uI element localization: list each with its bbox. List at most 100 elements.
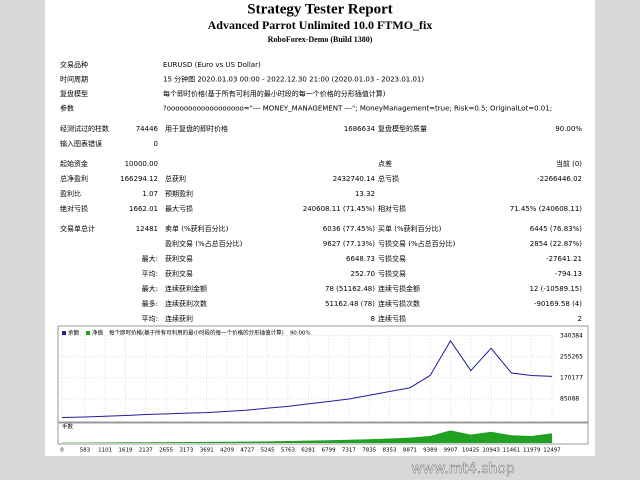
info-label: 时间周期: [60, 75, 88, 84]
stat-value: 12 (-10589.15): [529, 285, 582, 293]
y-tick-label: 85088: [560, 395, 579, 402]
y-tick-label: 255265: [560, 353, 583, 360]
info-label: 参数: [60, 104, 74, 113]
x-tick-label: 4209: [220, 448, 234, 454]
x-tick-label: 12497: [543, 448, 561, 454]
x-tick-label: 5245: [261, 448, 275, 454]
x-tick-label: 0: [60, 448, 64, 454]
chart-frame: [57, 325, 589, 423]
info-value: EURUSD (Euro vs US Dollar): [163, 61, 261, 69]
x-tick-label: 3691: [200, 448, 214, 454]
info-label: 复盘模型: [60, 89, 88, 98]
stat-value: 10000.00: [125, 160, 158, 168]
stat-label: 最大亏损: [165, 204, 193, 213]
stat-value: 240608.11 (71.45%): [303, 205, 376, 213]
stat-label: 亏损交易: [378, 269, 406, 278]
stat-label: 卖单 (%获利百分比): [165, 224, 229, 233]
balance-line: [61, 339, 553, 419]
stat-value: -27641.21: [546, 255, 582, 263]
stat-value: -794.13: [555, 270, 582, 278]
row-prefix: 最多:: [142, 299, 158, 308]
info-label: 交易品种: [60, 60, 88, 69]
report-title: Strategy Tester Report: [247, 1, 393, 17]
stat-label: 连续亏损: [378, 314, 406, 323]
stat-label: 用于复盘的即时价格: [165, 124, 228, 133]
stat-value: 78 (51162.48): [325, 285, 375, 293]
info-value: ?oooooooooooooooooo="--- MONEY_MANAGEMEN…: [163, 105, 552, 113]
x-tick-label: 7835: [362, 448, 376, 454]
stat-value: 8: [371, 315, 375, 323]
stat-value: 252.70: [351, 270, 376, 278]
x-tick-label: 9907: [443, 448, 457, 454]
legend-label: 余额: [68, 329, 80, 337]
report-subtitle: Advanced Parrot Unlimited 10.0 FTMO_fix: [208, 18, 433, 32]
x-tick-label: 9389: [423, 448, 437, 454]
stat-label: 总净盈利: [60, 174, 88, 183]
stat-label: 总亏损: [378, 174, 399, 183]
x-tick-label: 6281: [301, 448, 315, 454]
stat-value: 6648.73: [346, 255, 375, 263]
stat-value: 6445 (76.83%): [530, 225, 582, 233]
stat-value: 74446: [136, 125, 159, 133]
x-tick-label: 11979: [523, 448, 541, 454]
x-tick-label: 8353: [383, 448, 397, 454]
x-tick-label: 4727: [240, 448, 254, 454]
x-tick-label: 1101: [98, 448, 112, 454]
row-prefix: 最大:: [142, 284, 158, 293]
row-prefix: 平均:: [142, 314, 158, 323]
watermark: www.mt4.shop: [411, 461, 515, 477]
stat-value: 2854 (22.87%): [530, 240, 582, 248]
x-tick-label: 7317: [342, 448, 356, 454]
stat-value: 13.32: [355, 190, 375, 198]
stat-value: 12481: [136, 225, 158, 233]
stat-label: 点差: [378, 159, 392, 168]
stat-label: 盈利交易 (%占总百分比): [165, 239, 243, 248]
x-tick-label: 11461: [503, 448, 521, 454]
x-tick-label: 10943: [482, 448, 500, 454]
legend-label: 净值: [92, 329, 104, 337]
stat-label: 绝对亏损: [60, 204, 88, 213]
x-tick-label: 3173: [179, 448, 193, 454]
stat-value: 1.07: [142, 190, 158, 198]
stat-value: 51162.48 (78): [325, 300, 375, 308]
stat-value: 当前 (0): [556, 159, 582, 168]
stat-value: 2: [578, 315, 582, 323]
legend-swatch: [86, 331, 90, 335]
stat-label: 总获利: [165, 174, 186, 183]
x-tick-label: 8871: [403, 448, 417, 454]
stat-value: 6036 (77.45%): [323, 225, 375, 233]
stat-label: 经测试过的柱数: [60, 124, 109, 133]
stat-value: 2432740.14: [333, 175, 376, 183]
stat-value: 1686634: [344, 125, 376, 133]
stat-value: 166294.12: [120, 175, 158, 183]
stat-label: 盈利比: [60, 189, 81, 198]
x-tick-label: 583: [80, 448, 91, 454]
stat-value: 71.45% (240608.11): [510, 205, 583, 213]
row-prefix: 最大:: [142, 254, 158, 263]
y-tick-label: 340384: [560, 332, 583, 339]
stat-label: 亏损交易 (%占总百分比): [378, 239, 456, 248]
stat-label: 连续获利金额: [165, 284, 207, 293]
row-prefix: 平均:: [142, 269, 158, 278]
info-value: 15 分钟图 2020.01.03 00:00 - 2022.12.30 21:…: [163, 75, 424, 84]
x-tick-label: 2137: [139, 448, 153, 454]
lots-label: 手数: [62, 423, 74, 431]
stat-label: 连续获利次数: [165, 299, 207, 308]
x-tick-label: 2655: [159, 448, 173, 454]
y-tick-label: 170177: [560, 374, 583, 381]
stat-label: 连续亏损次数: [378, 299, 420, 308]
server: RoboForex-Demo (Build 1380): [268, 35, 373, 44]
x-tick-label: 1619: [118, 448, 132, 454]
x-tick-label: 6799: [322, 448, 336, 454]
x-tick-label: 10425: [462, 448, 480, 454]
stat-value: -90169.58 (4): [534, 300, 582, 308]
stat-label: 获利交易: [165, 254, 193, 263]
stat-label: 连续获利: [165, 314, 193, 323]
stat-label: 预期盈利: [165, 189, 193, 198]
stat-label: 交易单总计: [60, 224, 95, 233]
stat-value: 0: [154, 140, 158, 148]
legend-swatch: [62, 331, 66, 335]
stat-value: 1662.01: [129, 205, 158, 213]
stat-label: 买单 (%获利百分比): [378, 224, 442, 233]
